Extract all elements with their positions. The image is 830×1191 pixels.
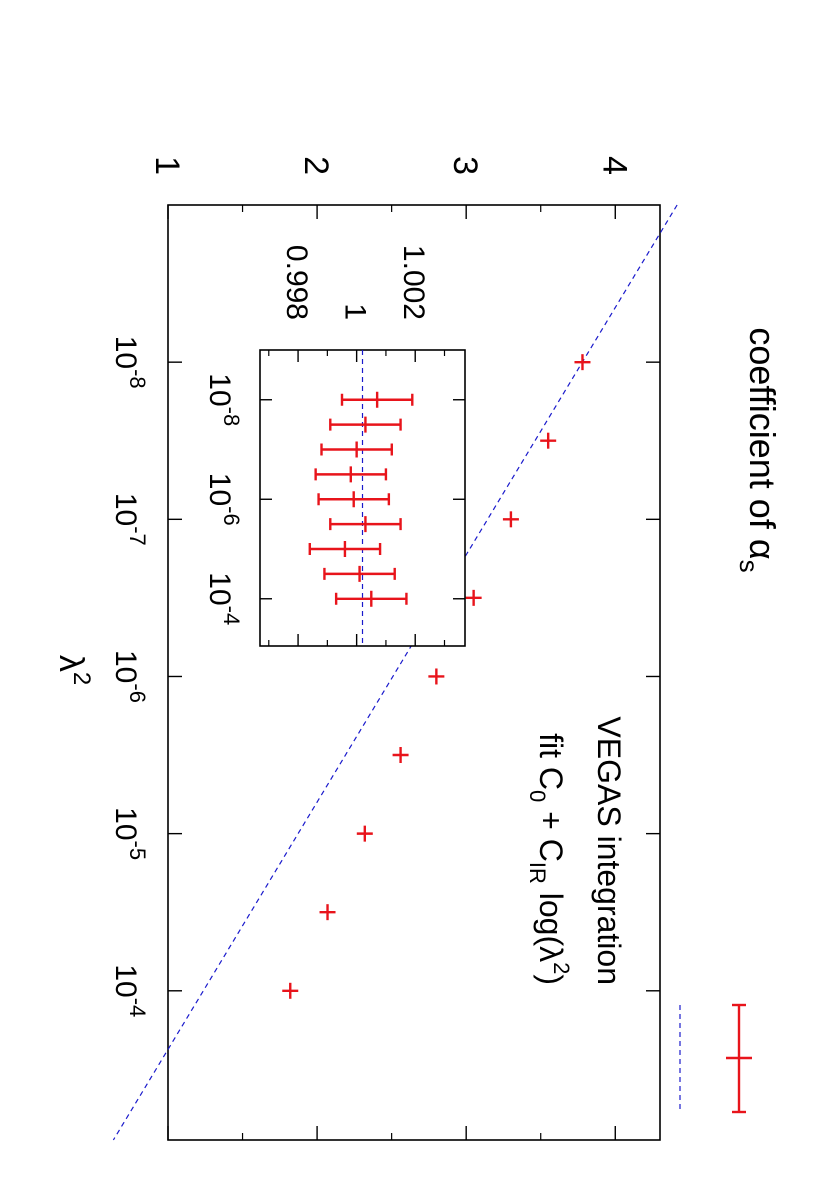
inset-y-tick-label: 1.002: [397, 245, 430, 320]
legend: VEGAS integration fit C0 + CIR log(λ2): [525, 716, 752, 1114]
inset-x-tick-label: 10-4: [203, 572, 244, 625]
y-axis-label-text: coefficient of α: [742, 327, 783, 559]
y-tick-label: 3: [446, 156, 484, 175]
x-tick-label-exponent: -8: [125, 369, 150, 389]
x-tick-label-exponent: -7: [125, 526, 150, 546]
inset-data-point: [317, 491, 391, 508]
inset-data-point: [329, 516, 402, 533]
legend-label-part: IR: [525, 862, 550, 884]
inset-data-point: [329, 416, 402, 433]
data-point: [465, 589, 482, 606]
x-tick-label-base: 10: [109, 807, 142, 840]
x-tick-label: 10-5: [109, 807, 150, 860]
y-tick-label: 4: [595, 156, 633, 175]
inset-x-tick-label-exponent: -6: [219, 506, 244, 526]
inset-data-point: [323, 565, 396, 582]
x-tick-label-base: 10: [109, 493, 142, 526]
legend-label-part: + C: [533, 802, 569, 862]
legend-label-part: VEGAS integration: [591, 716, 627, 985]
inset-data-point: [340, 391, 414, 408]
legend-label-part: fit C: [533, 733, 569, 790]
legend-label-fit: fit C0 + CIR log(λ2): [525, 733, 574, 985]
x-tick-label: 10-8: [109, 336, 150, 389]
x-tick-label-base: 10: [109, 650, 142, 683]
inset-x-tick-label: 10-6: [203, 473, 244, 526]
y-tick-label: 1: [148, 156, 186, 175]
inset-y-tick-label: 1: [339, 303, 372, 320]
legend-label-part: 0: [525, 790, 550, 802]
inset-x-tick-label: 10-8: [203, 373, 244, 426]
x-tick-label-base: 10: [109, 336, 142, 369]
y-axis-label: coefficient of αs: [734, 327, 783, 572]
x-tick-label-exponent: -6: [125, 683, 150, 703]
x-tick-label-exponent: -5: [125, 841, 150, 861]
inset-x-tick-label-base: 10: [203, 473, 236, 506]
legend-label-part: ): [533, 974, 569, 985]
x-tick-label: 10-4: [109, 964, 150, 1017]
inset-x-tick-label-exponent: -8: [219, 407, 244, 427]
fit-line: [112, 204, 678, 1141]
x-axis-label-superscript: 2: [68, 672, 95, 685]
data-point: [319, 904, 336, 921]
legend-label-data: VEGAS integration: [591, 716, 627, 985]
legend-label-part: 2: [549, 962, 574, 974]
inset-x-tick-label-base: 10: [203, 572, 236, 605]
data-point: [574, 354, 591, 371]
data-point: [540, 432, 557, 449]
inset-data-point: [308, 541, 382, 558]
x-tick-label: 10-7: [109, 493, 150, 546]
y-tick-label: 2: [297, 156, 335, 175]
x-tick-label-base: 10: [109, 964, 142, 997]
inset-x-tick-label-exponent: -4: [219, 606, 244, 626]
data-point: [392, 747, 409, 764]
y-axis-label-subscript: s: [734, 560, 764, 573]
inset-data-point: [314, 466, 388, 483]
x-axis-label: λ2: [52, 655, 95, 685]
data-point: [502, 511, 519, 528]
data-point: [428, 668, 445, 685]
x-tick-label: 10-6: [109, 650, 150, 703]
inset-x-tick-label-base: 10: [203, 373, 236, 406]
x-axis-label-text: λ: [52, 655, 90, 672]
inset-data-point: [320, 441, 393, 458]
inset-data-point: [334, 590, 408, 607]
legend-label-part: log(λ: [533, 884, 569, 962]
inset-y-tick-label: 0.998: [280, 245, 313, 320]
data-point: [282, 982, 299, 999]
data-point: [356, 825, 373, 842]
x-tick-label-exponent: -4: [125, 998, 150, 1018]
plot-frame: [167, 204, 661, 1141]
